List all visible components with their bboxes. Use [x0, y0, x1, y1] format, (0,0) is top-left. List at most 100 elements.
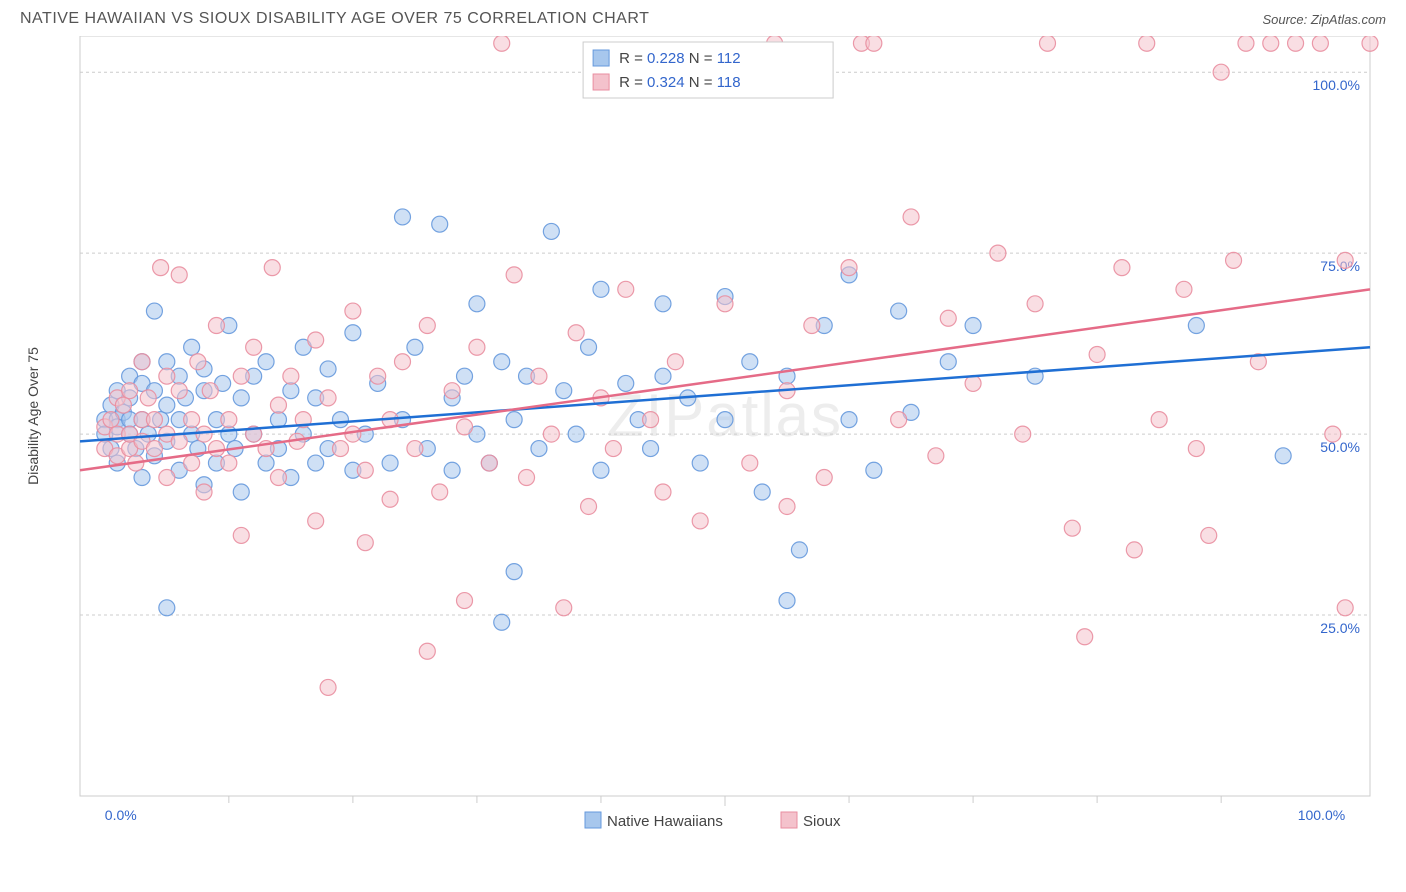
data-point	[581, 339, 597, 355]
data-point	[308, 455, 324, 471]
data-point	[717, 412, 733, 428]
data-point	[692, 513, 708, 529]
svg-text:100.0%: 100.0%	[1313, 77, 1360, 93]
data-point	[419, 318, 435, 334]
data-point	[146, 441, 162, 457]
data-point	[568, 325, 584, 341]
data-point	[494, 36, 510, 51]
data-point	[891, 412, 907, 428]
data-point	[1275, 448, 1291, 464]
data-point	[208, 318, 224, 334]
data-point	[332, 412, 348, 428]
data-point	[506, 267, 522, 283]
legend-swatch	[781, 812, 797, 828]
svg-text:0.0%: 0.0%	[105, 807, 137, 823]
data-point	[1312, 36, 1328, 51]
data-point	[357, 535, 373, 551]
data-point	[779, 593, 795, 609]
data-point	[469, 296, 485, 312]
data-point	[581, 498, 597, 514]
legend-swatch	[593, 74, 609, 90]
data-point	[246, 339, 262, 355]
data-point	[1188, 318, 1204, 334]
chart-source: Source: ZipAtlas.com	[1262, 12, 1386, 27]
data-point	[146, 303, 162, 319]
data-point	[140, 390, 156, 406]
data-point	[407, 441, 423, 457]
data-point	[382, 491, 398, 507]
data-point	[184, 412, 200, 428]
data-point	[655, 368, 671, 384]
svg-text:100.0%: 100.0%	[1298, 807, 1345, 823]
data-point	[779, 498, 795, 514]
data-point	[1064, 520, 1080, 536]
data-point	[308, 513, 324, 529]
chart-area: 25.0%50.0%75.0%100.0%0.0%100.0%Disabilit…	[20, 36, 1386, 871]
data-point	[1015, 426, 1031, 442]
chart-header: NATIVE HAWAIIAN VS SIOUX DISABILITY AGE …	[0, 0, 1406, 36]
data-point	[1337, 600, 1353, 616]
data-point	[395, 209, 411, 225]
data-point	[370, 368, 386, 384]
data-point	[407, 339, 423, 355]
data-point	[208, 441, 224, 457]
data-point	[568, 426, 584, 442]
data-point	[444, 383, 460, 399]
data-point	[345, 303, 361, 319]
legend-swatch	[593, 50, 609, 66]
data-point	[940, 310, 956, 326]
data-point	[233, 527, 249, 543]
data-point	[221, 412, 237, 428]
data-point	[382, 455, 398, 471]
data-point	[320, 361, 336, 377]
data-point	[531, 368, 547, 384]
data-point	[841, 260, 857, 276]
data-point	[593, 462, 609, 478]
data-point	[221, 426, 237, 442]
data-point	[556, 383, 572, 399]
data-point	[184, 455, 200, 471]
data-point	[264, 260, 280, 276]
data-point	[202, 383, 218, 399]
data-point	[233, 484, 249, 500]
data-point	[469, 339, 485, 355]
data-point	[1263, 36, 1279, 51]
data-point	[283, 368, 299, 384]
data-point	[940, 354, 956, 370]
data-point	[791, 542, 807, 558]
data-point	[432, 216, 448, 232]
data-point	[171, 267, 187, 283]
data-point	[432, 484, 448, 500]
svg-text:50.0%: 50.0%	[1320, 439, 1360, 455]
data-point	[419, 643, 435, 659]
data-point	[655, 484, 671, 500]
data-point	[841, 412, 857, 428]
data-point	[320, 390, 336, 406]
data-point	[159, 397, 175, 413]
data-point	[345, 325, 361, 341]
legend-stat: R = 0.228 N = 112	[619, 50, 741, 67]
data-point	[494, 354, 510, 370]
data-point	[146, 412, 162, 428]
data-point	[134, 354, 150, 370]
data-point	[990, 245, 1006, 261]
data-point	[1126, 542, 1142, 558]
data-point	[742, 455, 758, 471]
data-point	[593, 281, 609, 297]
data-point	[233, 368, 249, 384]
data-point	[804, 318, 820, 334]
data-point	[1089, 346, 1105, 362]
data-point	[1176, 281, 1192, 297]
data-point	[457, 593, 473, 609]
data-point	[1213, 64, 1229, 80]
data-point	[115, 397, 131, 413]
data-point	[103, 412, 119, 428]
svg-text:25.0%: 25.0%	[1320, 620, 1360, 636]
data-point	[519, 470, 535, 486]
data-point	[1201, 527, 1217, 543]
legend-swatch	[585, 812, 601, 828]
data-point	[153, 260, 169, 276]
svg-text:Disability Age Over 75: Disability Age Over 75	[25, 347, 41, 485]
data-point	[1040, 36, 1056, 51]
data-point	[122, 383, 138, 399]
